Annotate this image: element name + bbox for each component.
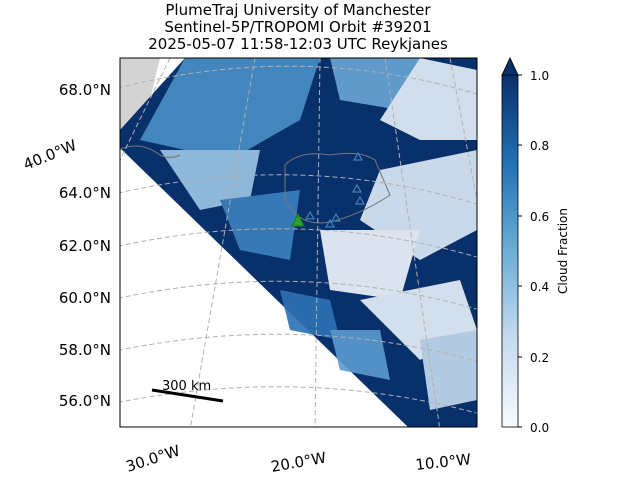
scale-bar xyxy=(151,388,224,403)
scale-bar-label: 300 km xyxy=(162,379,211,394)
colorbar-label: Cloud Fraction xyxy=(556,208,570,294)
title-line: PlumeTraj University of Manchester xyxy=(165,1,431,19)
colorbar-tick: 0.2 xyxy=(530,351,549,365)
lat-label: 58.0°N xyxy=(59,341,111,359)
title: PlumeTraj University of Manchester Senti… xyxy=(148,1,448,53)
colorbar-tick: 0.6 xyxy=(530,210,549,224)
title-line: 2025-05-07 11:58-12:03 UTC Reykjanes xyxy=(148,35,448,53)
lat-label: 68.0°N xyxy=(59,81,111,99)
lon-label: 20.0°W xyxy=(270,449,328,476)
lat-labels: 68.0°N 64.0°N 62.0°N 60.0°N 58.0°N 56.0°… xyxy=(59,81,111,410)
lat-label: 62.0°N xyxy=(59,237,111,255)
colorbar-tick: 0.8 xyxy=(530,139,549,153)
iceland-outline xyxy=(284,152,391,224)
lon-label: 10.0°W xyxy=(415,450,472,474)
lon-label: 40.0°W xyxy=(21,136,80,174)
colorbar-scale xyxy=(501,74,519,428)
greenland-coast xyxy=(120,145,181,158)
colorbar-tick: 0.4 xyxy=(530,280,549,294)
colorbar-tick: 0.0 xyxy=(530,421,549,435)
cloud-patches xyxy=(140,58,477,410)
map-area: 300 km xyxy=(120,58,477,427)
colorbar-extend xyxy=(501,57,519,76)
lat-label: 60.0°N xyxy=(59,289,111,307)
lon-label: 30.0°W xyxy=(124,441,183,475)
title-line: Sentinel-5P/TROPOMI Orbit #39201 xyxy=(164,18,431,36)
volcano-marker xyxy=(291,212,305,227)
colorbar-ticks: 0.0 0.2 0.4 0.6 0.8 1.0 xyxy=(518,69,549,435)
lat-label: 56.0°N xyxy=(59,392,111,410)
lat-label: 64.0°N xyxy=(59,184,111,202)
colorbar: 0.0 0.2 0.4 0.6 0.8 1.0 Cloud Fraction xyxy=(501,57,570,435)
colorbar-tick: 1.0 xyxy=(530,69,549,83)
gridlines xyxy=(120,58,477,427)
map-frame xyxy=(119,57,478,428)
station-markers xyxy=(305,151,365,228)
